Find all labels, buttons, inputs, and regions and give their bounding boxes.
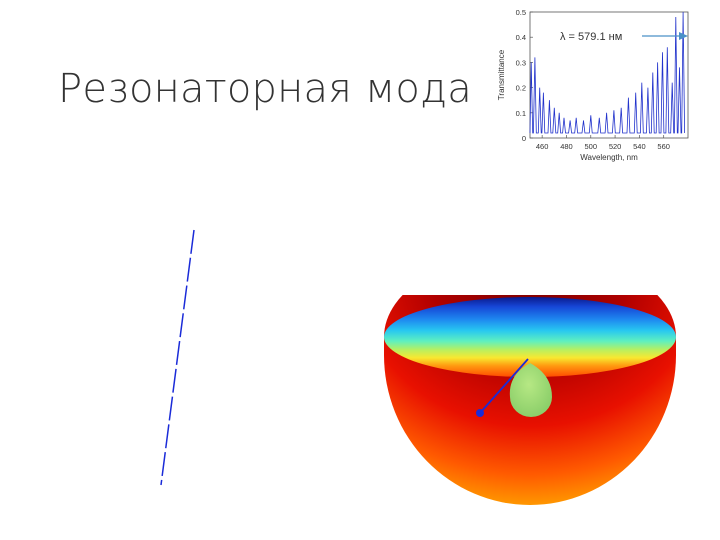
beam-source-dot bbox=[476, 409, 484, 417]
y-axis-label: Transmittance bbox=[497, 49, 506, 100]
y-tick-label: 0.2 bbox=[516, 84, 526, 93]
y-tick-label: 0.3 bbox=[516, 58, 526, 67]
chart-annotation: λ = 579.1 нм bbox=[560, 31, 688, 43]
dashed-beam-line bbox=[160, 229, 195, 486]
x-tick-label: 560 bbox=[657, 142, 670, 151]
x-tick-label: 500 bbox=[585, 142, 598, 151]
y-tick-label: 0 bbox=[522, 134, 526, 143]
incident-beam bbox=[479, 358, 529, 414]
x-tick-label: 460 bbox=[536, 142, 549, 151]
wavelength-annotation: λ = 579.1 нм bbox=[560, 31, 622, 43]
x-tick-label: 520 bbox=[609, 142, 622, 151]
x-tick-label: 480 bbox=[560, 142, 573, 151]
probe-sphere bbox=[509, 363, 552, 417]
transmittance-chart: 0 0.1 0.2 0.3 0.4 0.5 460 480 500 520 540 560 Wavele… bbox=[497, 8, 689, 162]
chart-axes: 0 0.1 0.2 0.3 0.4 0.5 460 480 500 520 540 560 Wavele… bbox=[497, 8, 689, 162]
y-tick-label: 0.1 bbox=[516, 109, 526, 118]
chart-frame bbox=[529, 11, 689, 139]
x-axis-label: Wavelength, nm bbox=[580, 153, 638, 162]
chart-series-line bbox=[529, 11, 685, 134]
series-path bbox=[529, 11, 685, 134]
beam-line bbox=[160, 229, 195, 486]
arrow-head-icon bbox=[679, 32, 688, 40]
slide-title: Резонаторная мода bbox=[58, 66, 473, 112]
y-tick-label: 0.5 bbox=[516, 8, 526, 17]
resonator-hemisphere bbox=[384, 295, 676, 505]
x-tick-label: 540 bbox=[633, 142, 646, 151]
hemisphere-top-cap bbox=[384, 297, 676, 377]
y-tick-label: 0.4 bbox=[516, 33, 526, 42]
